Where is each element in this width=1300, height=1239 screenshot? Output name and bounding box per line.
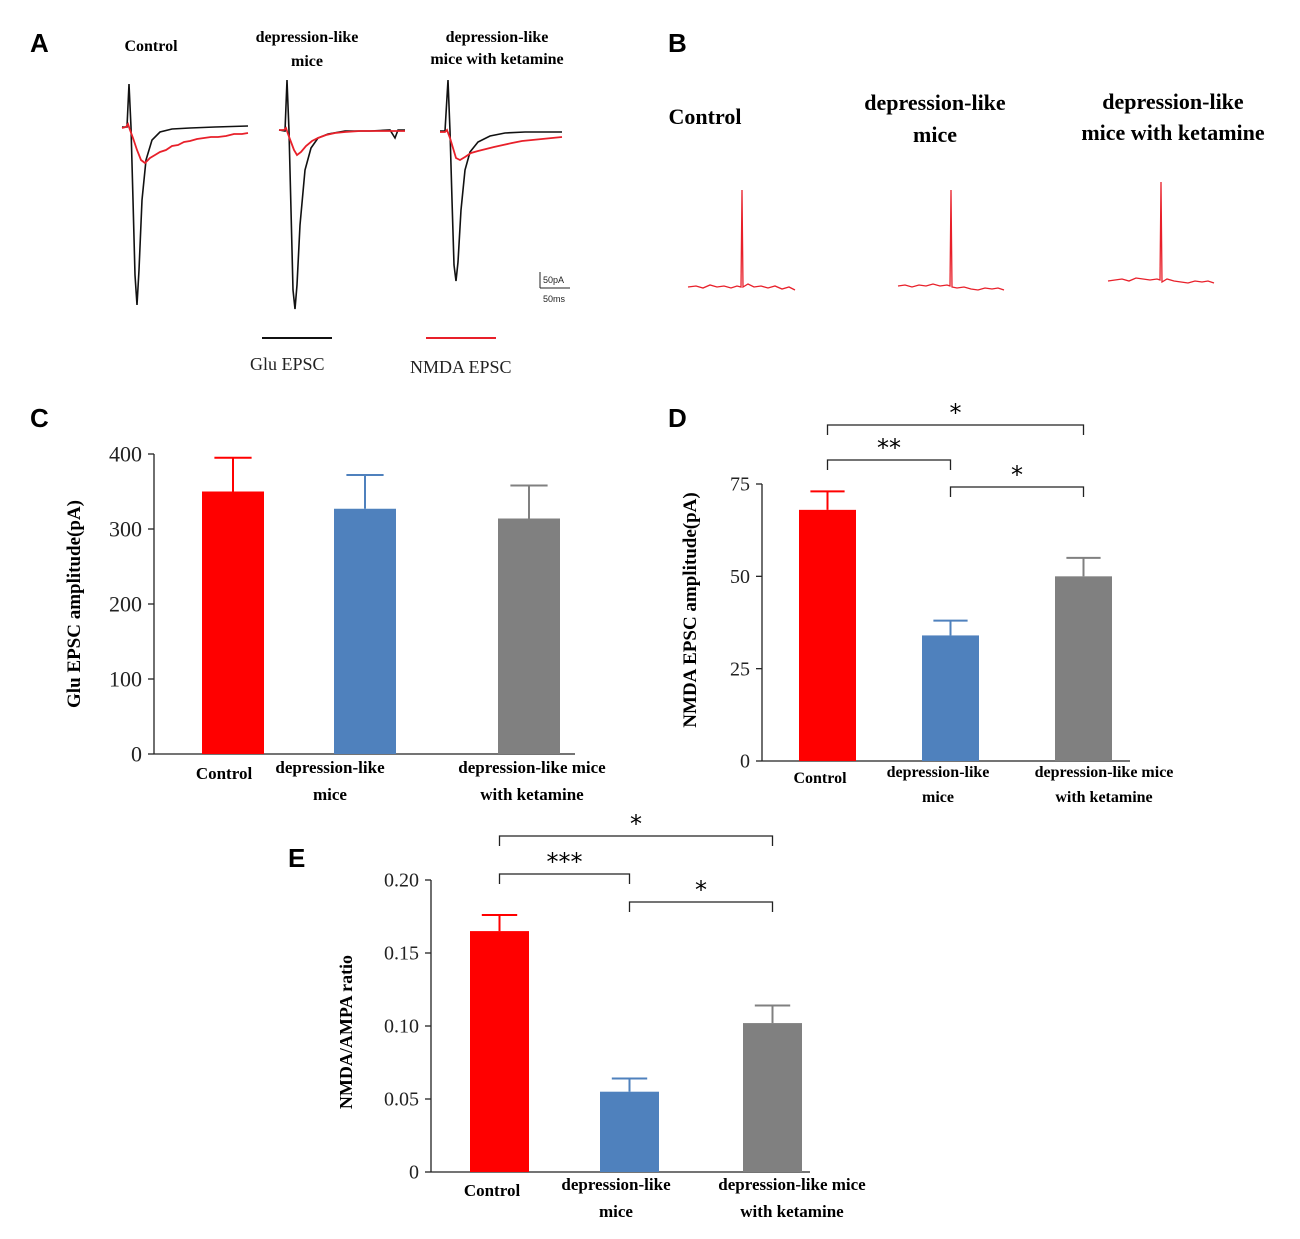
panel-b-header-depression-line2: mice [913,122,957,147]
trace-ketamine-glu [440,79,562,282]
significance-bracket [628,901,774,912]
bar-1 [334,508,396,754]
y-tick-label: 0.10 [384,1016,419,1038]
spike-trace-ketamine [1107,181,1215,284]
trace-control-glu [122,83,249,306]
panel-a-header-ketamine-line2: mice with ketamine [430,51,563,68]
trace-depression-glu [278,79,405,310]
y-tick-label: 0 [131,741,142,766]
panel-b-header-ketamine-line2: mice with ketamine [1081,120,1265,145]
category-label-line1: depression-like mice [718,1175,866,1194]
y-tick-label: 75 [730,474,750,496]
panel-d-letter: D [668,403,687,433]
significance-bracket [826,459,952,470]
panel-e-letter: E [288,843,305,873]
panel-c-letter: C [30,403,49,433]
chart-nmda-ampa-ratio: 0 0.05 0.10 0.15 0.20 NMDA/AMPA ratio Control d… [336,810,866,1221]
bar-1 [600,1091,659,1172]
category-label-line1: depression-like [561,1175,671,1194]
bar-0 [470,931,529,1172]
panel-a: A Control depression-like mice depressio… [30,28,570,377]
category-label: Control [464,1181,521,1200]
significance-stars: *** [547,848,583,876]
bar-2 [1055,576,1112,761]
category-label-line1: depression-like [275,758,385,777]
category-label-line2: mice [922,789,954,806]
category-label-line1: depression-like mice [458,758,606,777]
category-label-line2: mice [599,1202,633,1221]
panel-a-header-depression-line1: depression-like [256,29,359,46]
y-axis-label: Glu EPSC amplitude(pA) [64,500,85,708]
scale-time-label: 50ms [543,294,566,304]
category-label-line1: depression-like mice [1035,764,1174,781]
y-tick-label: 0.15 [384,943,419,965]
category-label-line2: with ketamine [480,785,584,804]
bar-2 [498,518,560,754]
significance-bracket [498,835,774,846]
y-tick-label: 25 [730,658,750,680]
significance-bracket [949,486,1085,497]
trace-control-nmda [121,121,249,165]
significance-stars: * [630,810,642,838]
panel-b: B Control depression-like mice depressio… [668,28,1265,291]
y-tick-label: 0 [740,751,750,773]
y-axis-label: NMDA/AMPA ratio [336,955,356,1109]
panel-a-header-depression-line2: mice [291,53,323,70]
bar-1 [922,635,979,761]
significance-stars: * [1011,461,1023,489]
y-tick-label: 200 [109,591,142,616]
panel-b-header-control: Control [669,104,742,129]
significance-stars: * [950,399,962,427]
spike-trace-control [687,189,796,291]
significance-bracket [826,424,1085,435]
category-label-line1: depression-like [887,764,990,781]
y-tick-label: 50 [730,566,750,588]
y-tick-label: 0.05 [384,1089,419,1111]
panel-a-header-control: Control [124,38,178,55]
trace-ketamine-nmda [440,128,563,162]
scale-current-label: 50pA [543,275,564,285]
chart-nmda-epsc: 0 25 50 75 NMDA EPSC amplitude(pA) Control dep… [680,399,1173,806]
category-label-line2: with ketamine [1055,789,1152,806]
legend-glu-label: Glu EPSC [250,354,325,374]
significance-stars: * [695,876,707,904]
trace-depression-nmda [279,126,405,157]
bar-0 [202,491,264,754]
panel-a-letter: A [30,28,49,58]
category-label: Control [793,770,847,787]
bar-0 [799,509,856,761]
legend-nmda-label: NMDA EPSC [410,357,512,377]
chart-glu-epsc: 0 100 200 300 400 Glu EPSC amplitude(pA) Contr… [64,441,606,804]
significance-bracket [498,873,631,884]
panel-b-header-ketamine-line1: depression-like [1102,89,1244,114]
category-label-line2: mice [313,785,347,804]
panel-b-letter: B [668,28,687,58]
category-label-line2: with ketamine [740,1202,844,1221]
bar-2 [743,1023,802,1172]
category-label: Control [196,764,253,783]
y-tick-label: 300 [109,516,142,541]
y-tick-label: 400 [109,441,142,466]
y-tick-label: 0 [409,1162,419,1184]
panel-a-header-ketamine-line1: depression-like [446,29,549,46]
y-tick-label: 0.20 [384,870,419,892]
y-axis-label: NMDA EPSC amplitude(pA) [680,492,701,727]
y-tick-label: 100 [109,666,142,691]
spike-trace-depression [897,189,1005,291]
panel-b-header-depression-line1: depression-like [864,90,1006,115]
significance-stars: ** [877,434,901,462]
